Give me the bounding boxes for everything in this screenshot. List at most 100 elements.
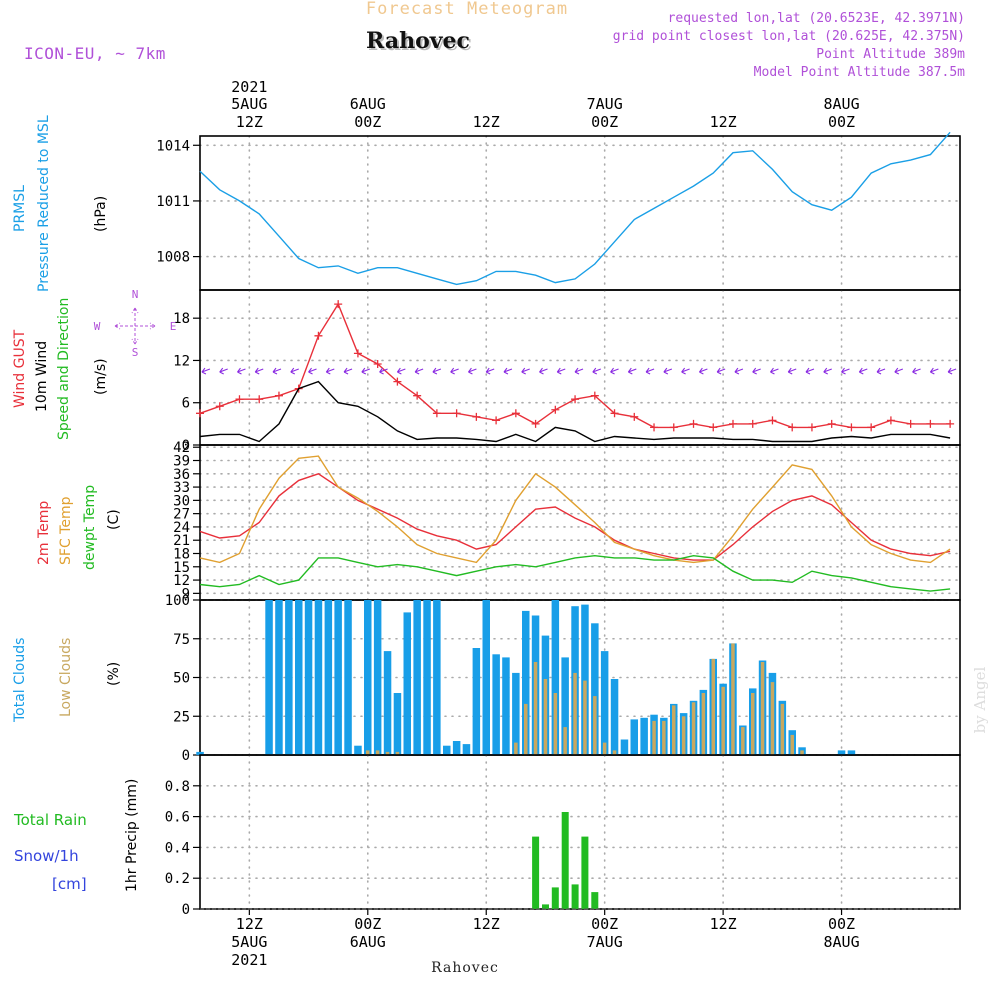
gust-marker	[255, 395, 264, 404]
gust-marker	[847, 423, 856, 432]
bar-total-clouds	[265, 600, 273, 755]
gust-marker	[551, 405, 560, 414]
top-axis-date: 8AUG	[823, 95, 859, 113]
gust-marker	[906, 419, 915, 428]
bar-total-clouds	[502, 657, 510, 755]
gust-marker	[334, 300, 343, 309]
bar-total-clouds	[304, 600, 313, 755]
wind-direction-arrow	[823, 367, 832, 375]
y-tick-label: 1011	[156, 194, 190, 210]
bar-total-clouds	[393, 693, 402, 755]
gust-marker	[353, 349, 362, 358]
grid-point-lonlat: grid point closest lon,lat (20.625E, 42.…	[613, 29, 965, 44]
wind-direction-arrow	[716, 367, 726, 375]
bottom-axis-date: 5AUG	[231, 933, 267, 951]
wind-direction-arrow	[770, 367, 779, 375]
wind-label: 10m Wind	[34, 341, 50, 412]
bar-low-clouds	[701, 693, 706, 755]
bar-total-clouds	[354, 745, 362, 755]
bar-low-clouds	[652, 720, 656, 755]
gust-label: Wind GUST	[12, 329, 28, 408]
bar-total-clouds	[472, 648, 481, 755]
wind-direction-arrow	[663, 367, 673, 375]
series-line-10m-wind	[199, 380, 951, 443]
wind-direction-arrow	[396, 367, 406, 375]
bar-total-clouds	[492, 654, 500, 756]
gust-marker	[432, 409, 441, 418]
bar-low-clouds	[741, 727, 745, 755]
panel-frame	[199, 599, 961, 756]
bar-low-clouds	[395, 751, 400, 755]
bar-total-clouds	[482, 600, 490, 755]
y-tick-label: 15	[173, 560, 190, 576]
bar-low-clouds	[366, 750, 370, 755]
bar-total-clouds	[591, 623, 599, 756]
gust-marker	[650, 423, 659, 432]
gust-marker	[235, 395, 244, 404]
gust-marker	[472, 412, 481, 421]
compass-west: W	[94, 320, 101, 333]
bar-low-clouds	[385, 751, 390, 755]
wind-direction-arrow	[681, 367, 690, 375]
wind-direction-arrow	[947, 367, 957, 375]
gust-marker	[728, 419, 737, 428]
top-axis-hour: 00Z	[591, 113, 618, 131]
bar-low-clouds	[721, 686, 725, 755]
gust-marker	[274, 391, 283, 400]
bar-total-clouds	[600, 651, 609, 755]
gust-marker	[630, 412, 639, 421]
bar-total-clouds	[413, 600, 421, 755]
y-tick-label: 75	[173, 632, 190, 648]
bar-total-clouds	[522, 610, 530, 755]
bar-low-clouds	[612, 750, 617, 755]
wind-direction-arrow	[521, 367, 530, 375]
gust-marker	[748, 419, 757, 428]
y-tick-label: 18	[173, 311, 190, 327]
bar-total-clouds	[373, 600, 382, 755]
bar-total-clouds	[196, 751, 204, 755]
snow-legend: Snow/1h	[14, 847, 79, 865]
bar-low-clouds	[602, 742, 607, 755]
wind-direction-arrow	[556, 367, 566, 375]
gust-marker	[492, 416, 501, 425]
bar-total-clouds	[443, 745, 451, 755]
precip-label: 1hr Precip (mm)	[124, 779, 140, 892]
wind-direction-arrow	[237, 367, 246, 375]
temp-unit: (C)	[106, 509, 122, 530]
y-tick-label: 0.2	[165, 871, 190, 887]
gust-marker	[571, 395, 580, 404]
requested-lonlat: requested lon,lat (20.6523E, 42.3971N)	[668, 11, 965, 26]
bar-total-rain	[551, 887, 559, 909]
total-clouds-label: Total Clouds	[12, 638, 28, 723]
wind-direction-arrow	[308, 367, 317, 375]
wind-direction-arrow	[467, 367, 477, 375]
bar-low-clouds	[375, 750, 380, 755]
panel-pressure: 1008 1011 1014 PRMSL Pressure Reduced to MSL…	[12, 115, 961, 292]
pressure-label-2: Pressure Reduced to MSL	[36, 115, 52, 292]
bar-total-rain	[561, 812, 569, 909]
bar-total-rain	[542, 904, 549, 909]
gust-marker	[886, 416, 895, 425]
bar-low-clouds	[751, 693, 755, 755]
bar-total-clouds	[344, 600, 352, 755]
wind-direction-arrow	[894, 367, 904, 375]
y-tick-label: 18	[173, 547, 190, 563]
bottom-axis-hour: 12Z	[710, 915, 737, 933]
bar-total-clouds	[334, 600, 342, 755]
y-tick-label: 33	[173, 480, 190, 496]
bar-total-clouds	[433, 600, 441, 755]
bottom-axis-year: 2021	[231, 951, 267, 969]
model-label: ICON-EU, ~ 7km	[24, 44, 166, 63]
y-tick-label: 0.6	[165, 810, 190, 826]
top-axis-date: 7AUG	[587, 95, 623, 113]
wind-direction-arrow	[876, 367, 886, 375]
y-tick-label: 21	[173, 533, 190, 549]
top-axis-year: 2021	[231, 78, 267, 96]
wind-direction-arrow	[201, 367, 211, 375]
bar-low-clouds	[780, 703, 785, 755]
y-tick-label: 42	[173, 440, 190, 456]
bar-low-clouds	[514, 742, 518, 755]
panel-frame	[199, 135, 961, 291]
bar-low-clouds	[691, 702, 696, 755]
